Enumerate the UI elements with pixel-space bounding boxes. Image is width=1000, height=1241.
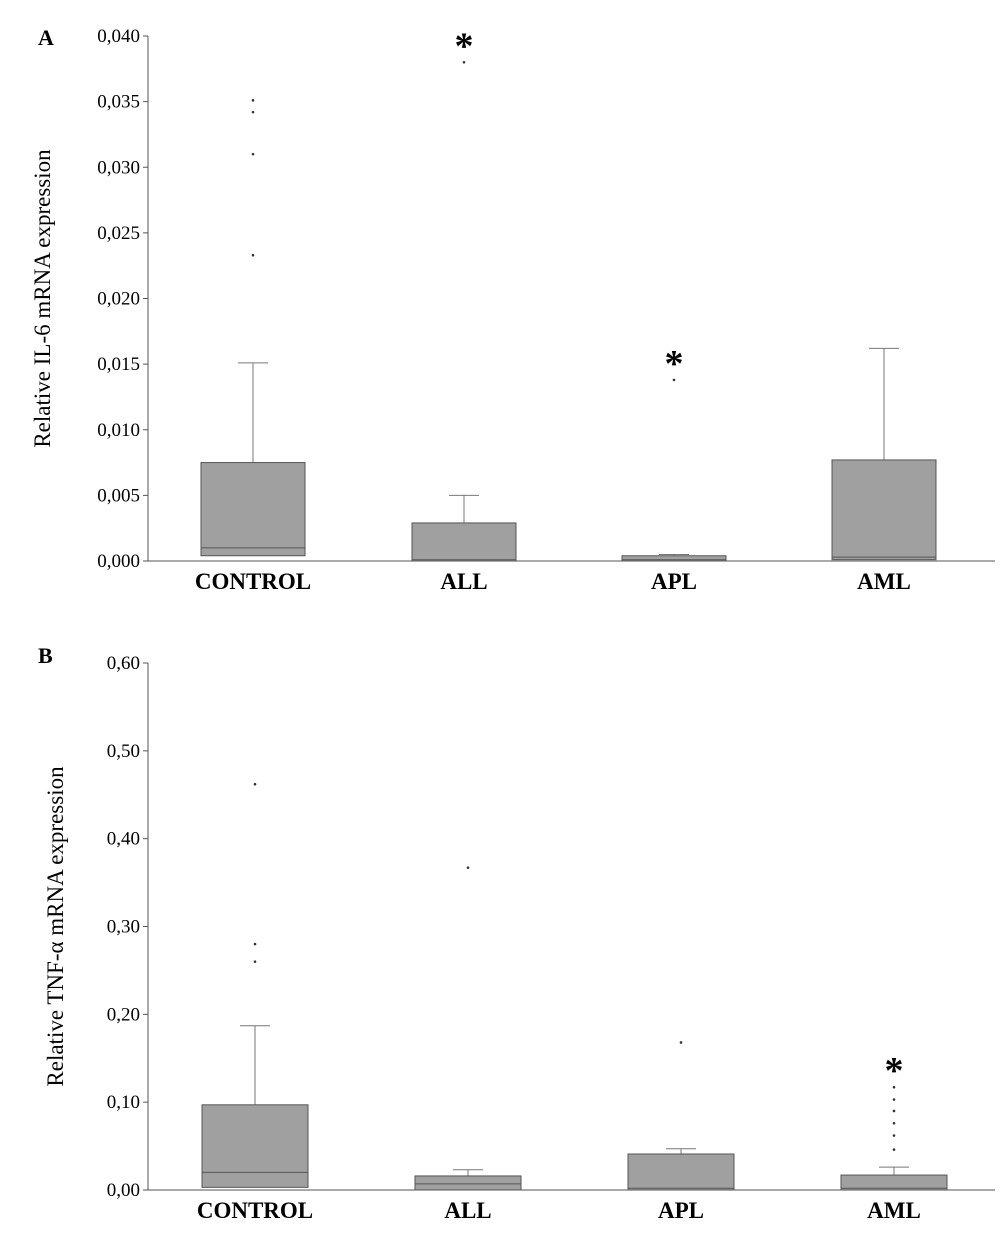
y-axis-title: Relative IL-6 mRNA expression [30, 149, 55, 448]
box-rect [414, 1175, 522, 1191]
outlier-point [892, 1085, 896, 1089]
y-tick-label: 0,50 [107, 741, 140, 762]
significance-mark: * [665, 343, 684, 385]
y-tick-label: 0,10 [107, 1092, 140, 1113]
outlier-point [251, 110, 255, 114]
outlier-point [892, 1109, 896, 1113]
y-tick-label: 0,015 [97, 354, 140, 375]
x-category-label: AML [857, 569, 911, 594]
outlier-point [251, 99, 255, 102]
box-all: * ALL [411, 25, 517, 594]
x-category-label: CONTROL [195, 569, 311, 594]
box-rect [831, 459, 937, 561]
panel-label: A [38, 25, 54, 50]
x-category-label: APL [658, 1198, 704, 1223]
box-aml: * AML [840, 1050, 948, 1223]
outlier-point [253, 782, 257, 786]
chart-panel-b: B 0,00 0,10 0,20 0,30 0,40 0,50 0,60 Relative TN… [38, 643, 995, 1223]
y-tick-label: 0,010 [97, 420, 140, 441]
outlier-point [679, 1041, 683, 1044]
significance-mark: * [885, 1050, 904, 1092]
box-control: CONTROL [197, 782, 313, 1223]
box-rect [627, 1153, 735, 1191]
box-all: ALL [414, 866, 522, 1223]
chart-panel-a: A 0,000 0,005 0,010 0,015 0,020 0,025 0,030 0,03… [30, 25, 995, 594]
y-tick-label: 0,30 [107, 917, 140, 938]
box-control: CONTROL [195, 99, 311, 594]
outlier-point [251, 253, 255, 257]
box-rect [200, 462, 306, 557]
y-axis-title: Relative TNF-α mRNA expression [43, 766, 68, 1087]
box-apl: APL [627, 1041, 735, 1223]
x-category-label: ALL [444, 1198, 491, 1223]
outlier-point [253, 960, 257, 963]
outlier-point [672, 378, 676, 382]
x-category-label: AML [867, 1198, 921, 1223]
box-rect [840, 1174, 948, 1191]
box-apl: * APL [621, 343, 727, 594]
outlier-point [892, 1134, 896, 1137]
significance-mark: * [455, 25, 474, 67]
panel-label: B [38, 643, 53, 668]
x-category-label: ALL [440, 569, 487, 594]
y-tick-label: 0,00 [107, 1180, 140, 1201]
outlier-point [462, 60, 466, 64]
box-rect [411, 522, 517, 562]
y-tick-label: 0,030 [97, 157, 140, 178]
x-category-label: CONTROL [197, 1198, 313, 1223]
outlier-point [251, 152, 255, 156]
outlier-point [253, 942, 257, 946]
outlier-point [892, 1098, 896, 1101]
y-tick-label: 0,035 [97, 92, 140, 113]
y-tick-label: 0,60 [107, 653, 140, 674]
y-tick-label: 0,20 [107, 1004, 140, 1025]
y-tick-label: 0,40 [107, 829, 140, 850]
y-tick-label: 0,040 [97, 26, 140, 47]
outlier-point [892, 1148, 896, 1151]
box-rect [621, 555, 727, 562]
box-rect [201, 1104, 309, 1188]
y-tick-label: 0,020 [97, 289, 140, 310]
box-aml: AML [831, 347, 937, 594]
outlier-point [892, 1121, 896, 1125]
y-tick-label: 0,005 [97, 485, 140, 506]
y-tick-label: 0,025 [97, 223, 140, 244]
y-tick-label: 0,000 [97, 551, 140, 572]
x-category-label: APL [651, 569, 697, 594]
outlier-point [466, 866, 470, 869]
